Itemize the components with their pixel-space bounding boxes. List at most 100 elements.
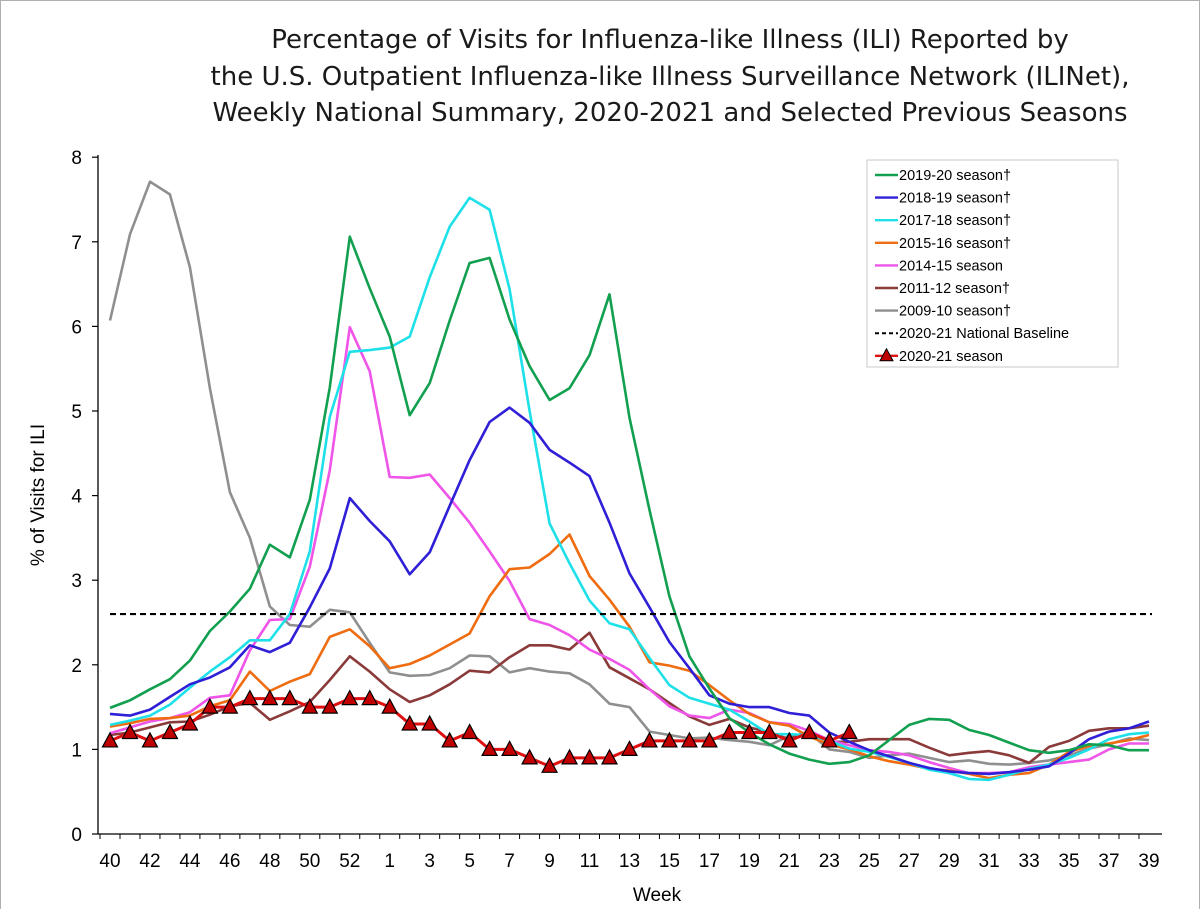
x-tick-label: 48 bbox=[259, 851, 280, 872]
legend-label: 2018-19 season† bbox=[899, 191, 1011, 207]
legend-label: 2014-15 season bbox=[899, 258, 1003, 274]
y-tick-label: 2 bbox=[71, 656, 82, 677]
legend-label: 2011-12 season† bbox=[899, 281, 1010, 297]
data-point-marker bbox=[301, 697, 319, 714]
data-point-marker bbox=[401, 714, 419, 731]
x-tick-label: 31 bbox=[979, 851, 1000, 872]
data-point-marker bbox=[201, 697, 219, 714]
y-tick-label: 4 bbox=[71, 487, 82, 508]
x-tick-label: 21 bbox=[779, 851, 800, 872]
legend-label: 2017-18 season† bbox=[899, 213, 1011, 229]
data-point-marker bbox=[241, 689, 259, 706]
x-tick-label: 37 bbox=[1098, 851, 1119, 872]
data-point-marker bbox=[361, 689, 379, 706]
x-tick-label: 52 bbox=[339, 851, 360, 872]
title-line-2: the U.S. Outpatient Influenza-like Illne… bbox=[210, 61, 1130, 92]
x-tick-label: 40 bbox=[99, 851, 120, 872]
data-point-marker bbox=[840, 723, 858, 740]
y-tick-label: 1 bbox=[71, 740, 82, 761]
axes bbox=[92, 155, 1162, 839]
x-tick-label: 25 bbox=[859, 851, 880, 872]
x-tick-label: 9 bbox=[544, 851, 555, 872]
x-tick-label: 3 bbox=[424, 851, 435, 872]
legend-label: 2020-21 season bbox=[899, 349, 1003, 365]
x-tick-label: 15 bbox=[659, 851, 680, 872]
x-axis-title: Week bbox=[633, 885, 682, 906]
x-tick-label: 19 bbox=[739, 851, 760, 872]
x-tick-label: 35 bbox=[1058, 851, 1079, 872]
legend-label: 2009-10 season† bbox=[899, 304, 1011, 320]
data-point-marker bbox=[321, 697, 339, 714]
legend-box bbox=[866, 159, 1119, 368]
y-tick-label: 6 bbox=[71, 317, 82, 338]
y-tick-label: 8 bbox=[71, 148, 82, 169]
x-tick-label: 13 bbox=[619, 851, 640, 872]
data-point-marker bbox=[281, 689, 299, 706]
x-tick-label: 44 bbox=[179, 851, 201, 872]
y-axis-title: % of Visits for ILI bbox=[28, 424, 49, 566]
legend-marker bbox=[879, 347, 894, 362]
data-point-marker bbox=[660, 731, 678, 748]
x-tick-label: 7 bbox=[504, 851, 515, 872]
title-line-3: Weekly National Summary, 2020-2021 and S… bbox=[212, 98, 1128, 128]
data-point-marker bbox=[760, 723, 778, 740]
x-tick-labels: 40 42 44 46 48 50 52 1 3 5 7 9 11 13 15 17 19 21 23 25 27 29 3… bbox=[99, 851, 1159, 872]
data-point-marker bbox=[720, 723, 738, 740]
data-point-marker bbox=[800, 723, 818, 740]
y-tick-label: 5 bbox=[71, 402, 82, 423]
x-tick-label: 39 bbox=[1138, 851, 1159, 872]
data-point-marker bbox=[541, 757, 559, 773]
legend-label: 2020-21 National Baseline bbox=[899, 326, 1069, 342]
data-point-marker bbox=[141, 731, 159, 748]
data-point-marker bbox=[501, 740, 519, 757]
x-tick-label: 1 bbox=[384, 851, 395, 872]
chart-title: Percentage of Visits for Influenza-like … bbox=[0, 22, 1200, 132]
data-point-marker bbox=[121, 723, 139, 740]
legend: 2019-20 season† 2018-19 season† 2017-18 se… bbox=[866, 159, 1119, 368]
x-tick-label: 11 bbox=[580, 851, 600, 872]
series-line-2 bbox=[109, 196, 1150, 782]
title-line-1: Percentage of Visits for Influenza-like … bbox=[271, 25, 1069, 55]
x-tick-label: 29 bbox=[939, 851, 960, 872]
x-tick-label: 27 bbox=[899, 851, 920, 872]
data-point-marker bbox=[161, 723, 179, 740]
data-point-marker bbox=[680, 731, 698, 748]
y-tick-label: 0 bbox=[71, 825, 82, 846]
y-tick-label: 3 bbox=[71, 571, 82, 592]
data-point-marker bbox=[640, 731, 658, 748]
x-tick-label: 50 bbox=[299, 851, 320, 872]
x-tick-label: 17 bbox=[699, 851, 720, 872]
data-point-marker bbox=[421, 714, 439, 731]
data-point-marker bbox=[261, 689, 279, 706]
series-line-1 bbox=[109, 406, 1150, 776]
data-point-marker bbox=[820, 731, 838, 748]
data-point-marker bbox=[481, 740, 499, 757]
data-point-marker bbox=[521, 748, 539, 765]
data-point-marker bbox=[461, 723, 479, 740]
y-tick-labels: 0 1 2 3 4 5 6 7 8 bbox=[71, 148, 82, 846]
series-line-3 bbox=[109, 533, 1150, 780]
x-tick-label: 33 bbox=[1019, 851, 1040, 872]
series-markers bbox=[101, 689, 858, 773]
data-point-marker bbox=[700, 731, 718, 748]
data-point-marker bbox=[341, 689, 359, 706]
data-point-marker bbox=[561, 748, 579, 765]
series-line-0 bbox=[109, 235, 1149, 766]
data-point-marker bbox=[381, 697, 399, 714]
x-tick-label: 5 bbox=[464, 851, 475, 872]
x-tick-label: 42 bbox=[139, 851, 160, 872]
legend-label: 2015-16 season† bbox=[899, 236, 1011, 252]
x-tick-label: 23 bbox=[819, 851, 840, 872]
data-point-marker bbox=[101, 731, 119, 748]
data-point-marker bbox=[600, 748, 619, 765]
y-tick-label: 7 bbox=[71, 233, 82, 254]
data-point-marker bbox=[581, 748, 599, 765]
data-point-marker bbox=[181, 714, 199, 731]
x-tick-label: 46 bbox=[219, 851, 240, 872]
series-line-5 bbox=[109, 631, 1150, 765]
data-point-marker bbox=[740, 723, 758, 740]
data-point-marker bbox=[221, 697, 239, 714]
data-point-marker bbox=[441, 731, 459, 748]
data-point-marker bbox=[620, 740, 638, 757]
